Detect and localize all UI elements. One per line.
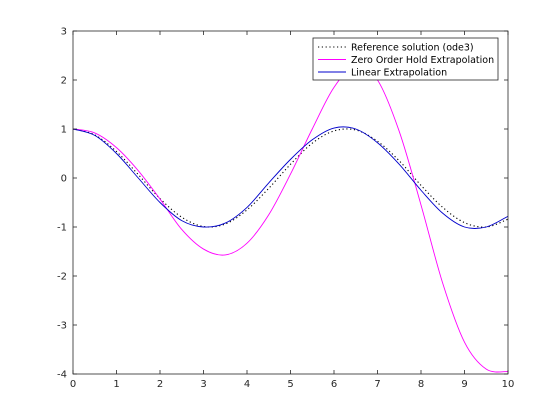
series-line-3 — [73, 126, 508, 229]
series-layer — [73, 64, 508, 373]
y-tick-label: 1 — [61, 125, 67, 136]
y-tick-label: -1 — [57, 223, 67, 234]
series-line-1 — [73, 128, 508, 228]
y-tick-label: -4 — [57, 370, 67, 381]
legend: Reference solution (ode3)Zero Order Hold… — [312, 37, 499, 81]
x-tick-label: 1 — [113, 379, 119, 390]
x-tick-label: 7 — [374, 379, 380, 390]
legend-entry: Zero Order Hold Extrapolation — [351, 55, 494, 66]
plot-area — [73, 31, 508, 374]
y-tick-label: -2 — [57, 272, 67, 283]
x-tick-label: 2 — [157, 379, 163, 390]
series-line-2 — [73, 64, 508, 373]
axes-layer: 0 1 2 3 4 5 6 7 8 9 10 -4 -3 -2 -1 0 1 2 3 — [57, 27, 514, 391]
y-tick-label: -3 — [57, 321, 67, 332]
x-tick-label: 9 — [461, 379, 467, 390]
x-tick-label: 10 — [502, 379, 515, 390]
x-tick-label: 6 — [331, 379, 337, 390]
x-tick-label: 5 — [287, 379, 293, 390]
x-tick-label: 8 — [418, 379, 424, 390]
x-tick-label: 4 — [244, 379, 250, 390]
x-tick-label: 0 — [70, 379, 76, 390]
y-tick-label: 0 — [61, 174, 67, 185]
y-tick-label: 3 — [61, 27, 67, 38]
x-tick-label: 3 — [200, 379, 206, 390]
y-tick-label: 2 — [61, 76, 67, 87]
legend-box — [312, 37, 499, 81]
legend-entry: Reference solution (ode3) — [351, 43, 474, 54]
legend-entry: Linear Extrapolation — [351, 68, 447, 79]
